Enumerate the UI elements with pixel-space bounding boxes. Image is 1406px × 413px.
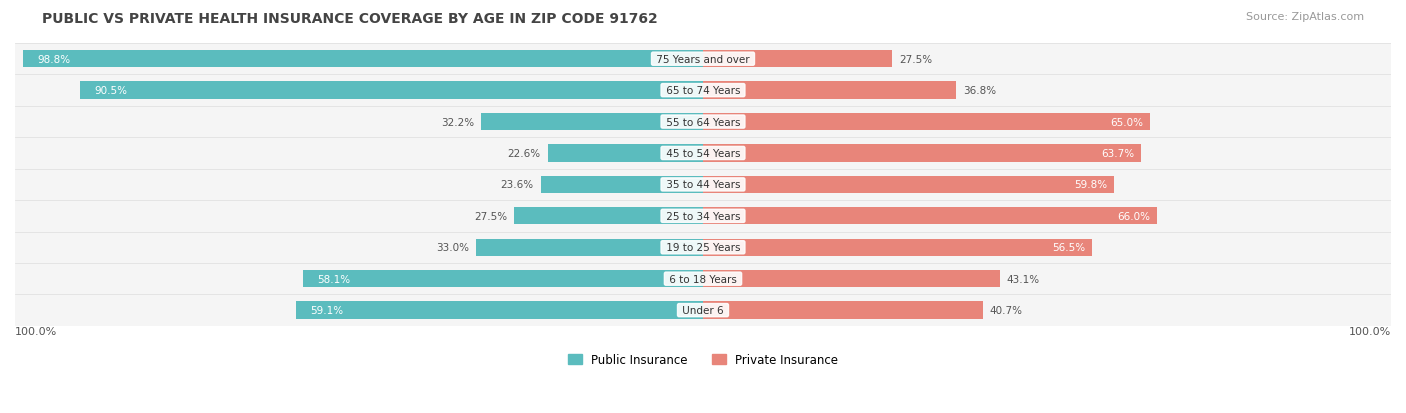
Text: 100.0%: 100.0% bbox=[1348, 326, 1391, 336]
Bar bbox=[15, 263, 1391, 295]
Bar bbox=[703, 271, 1000, 287]
Text: 59.1%: 59.1% bbox=[311, 305, 343, 316]
Text: 27.5%: 27.5% bbox=[474, 211, 508, 221]
Text: 66.0%: 66.0% bbox=[1118, 211, 1150, 221]
Bar bbox=[80, 82, 703, 100]
Text: 33.0%: 33.0% bbox=[436, 243, 470, 253]
Text: 63.7%: 63.7% bbox=[1101, 149, 1135, 159]
Text: 75 Years and over: 75 Years and over bbox=[652, 55, 754, 64]
Bar bbox=[541, 176, 703, 194]
Bar bbox=[15, 75, 1391, 107]
Bar bbox=[481, 114, 703, 131]
Bar bbox=[703, 208, 1157, 225]
Text: 6 to 18 Years: 6 to 18 Years bbox=[666, 274, 740, 284]
Bar bbox=[547, 145, 703, 162]
Text: 55 to 64 Years: 55 to 64 Years bbox=[662, 117, 744, 127]
Bar bbox=[297, 302, 703, 319]
Bar bbox=[24, 51, 703, 68]
Bar bbox=[513, 208, 703, 225]
Text: 59.8%: 59.8% bbox=[1074, 180, 1108, 190]
Text: 100.0%: 100.0% bbox=[15, 326, 58, 336]
Bar bbox=[304, 271, 703, 287]
Bar bbox=[703, 82, 956, 100]
Bar bbox=[15, 44, 1391, 75]
Bar bbox=[703, 239, 1091, 256]
Text: 27.5%: 27.5% bbox=[898, 55, 932, 64]
Text: 65.0%: 65.0% bbox=[1111, 117, 1143, 127]
Text: 65 to 74 Years: 65 to 74 Years bbox=[662, 86, 744, 96]
Text: PUBLIC VS PRIVATE HEALTH INSURANCE COVERAGE BY AGE IN ZIP CODE 91762: PUBLIC VS PRIVATE HEALTH INSURANCE COVER… bbox=[42, 12, 658, 26]
Text: 98.8%: 98.8% bbox=[37, 55, 70, 64]
Bar bbox=[703, 145, 1142, 162]
Text: 25 to 34 Years: 25 to 34 Years bbox=[662, 211, 744, 221]
Bar bbox=[15, 295, 1391, 326]
Bar bbox=[703, 114, 1150, 131]
Bar bbox=[15, 169, 1391, 201]
Bar bbox=[703, 176, 1115, 194]
Bar bbox=[15, 138, 1391, 169]
Text: 36.8%: 36.8% bbox=[963, 86, 997, 96]
Text: 40.7%: 40.7% bbox=[990, 305, 1024, 316]
Text: 90.5%: 90.5% bbox=[94, 86, 127, 96]
Bar bbox=[15, 107, 1391, 138]
Text: 45 to 54 Years: 45 to 54 Years bbox=[662, 149, 744, 159]
Text: Under 6: Under 6 bbox=[679, 305, 727, 316]
Text: 56.5%: 56.5% bbox=[1052, 243, 1085, 253]
Text: 58.1%: 58.1% bbox=[316, 274, 350, 284]
Bar bbox=[15, 201, 1391, 232]
Text: 23.6%: 23.6% bbox=[501, 180, 534, 190]
Bar bbox=[703, 51, 893, 68]
Text: 32.2%: 32.2% bbox=[441, 117, 475, 127]
Bar bbox=[15, 232, 1391, 263]
Legend: Public Insurance, Private Insurance: Public Insurance, Private Insurance bbox=[564, 349, 842, 371]
Text: 35 to 44 Years: 35 to 44 Years bbox=[662, 180, 744, 190]
Bar bbox=[703, 302, 983, 319]
Text: 43.1%: 43.1% bbox=[1007, 274, 1039, 284]
Text: 22.6%: 22.6% bbox=[508, 149, 541, 159]
Text: 19 to 25 Years: 19 to 25 Years bbox=[662, 243, 744, 253]
Bar bbox=[477, 239, 703, 256]
Text: Source: ZipAtlas.com: Source: ZipAtlas.com bbox=[1246, 12, 1364, 22]
